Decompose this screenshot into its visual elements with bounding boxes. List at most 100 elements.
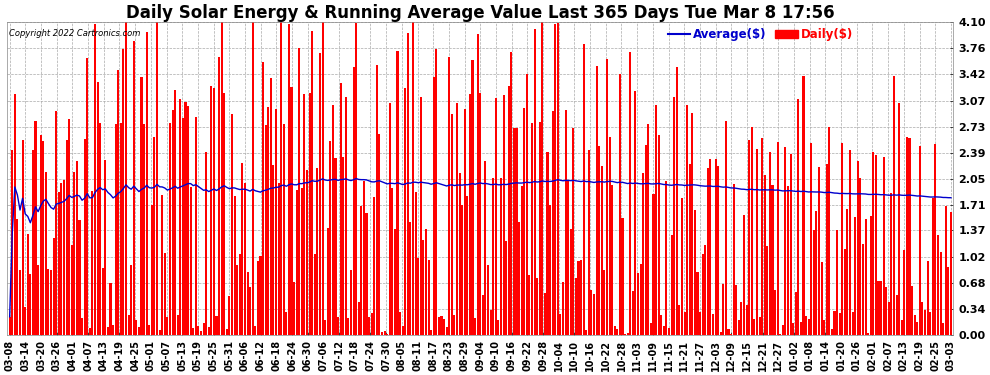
Title: Daily Solar Energy & Running Average Value Last 365 Days Tue Mar 8 17:56: Daily Solar Energy & Running Average Val… xyxy=(126,4,835,22)
Bar xyxy=(490,310,492,335)
Bar xyxy=(176,315,179,335)
Bar xyxy=(242,163,244,335)
Bar xyxy=(823,320,826,335)
Bar xyxy=(182,118,184,335)
Bar xyxy=(169,123,171,335)
Bar xyxy=(518,222,520,335)
Bar xyxy=(190,188,192,335)
Bar xyxy=(728,328,730,335)
Bar xyxy=(112,325,114,335)
Bar xyxy=(741,302,742,335)
Bar xyxy=(373,197,375,335)
Bar xyxy=(383,331,386,335)
Bar xyxy=(343,157,345,335)
Bar xyxy=(818,167,820,335)
Bar xyxy=(849,150,851,335)
Bar xyxy=(800,322,802,335)
Bar xyxy=(869,216,872,335)
Bar xyxy=(689,164,691,335)
Bar xyxy=(247,272,248,335)
Bar xyxy=(683,312,686,335)
Bar xyxy=(556,23,559,335)
Bar xyxy=(803,76,805,335)
Bar xyxy=(466,196,468,335)
Bar xyxy=(425,229,427,335)
Bar xyxy=(270,78,272,335)
Bar xyxy=(479,93,481,335)
Bar xyxy=(441,316,443,335)
Bar xyxy=(529,275,531,335)
Bar xyxy=(537,278,539,335)
Bar xyxy=(275,109,277,335)
Bar xyxy=(458,172,460,335)
Bar xyxy=(647,124,649,335)
Bar xyxy=(231,114,233,335)
Bar xyxy=(696,272,699,335)
Bar xyxy=(643,173,644,335)
Bar xyxy=(347,318,349,335)
Bar xyxy=(203,323,205,335)
Bar xyxy=(797,99,799,335)
Bar xyxy=(376,64,378,335)
Bar xyxy=(893,76,895,335)
Bar xyxy=(208,327,210,335)
Bar xyxy=(218,57,220,335)
Bar xyxy=(91,192,93,335)
Bar xyxy=(516,128,518,335)
Bar xyxy=(223,93,226,335)
Bar xyxy=(748,140,750,335)
Bar xyxy=(317,168,319,335)
Bar xyxy=(174,90,176,335)
Bar xyxy=(86,58,88,335)
Bar xyxy=(327,228,329,335)
Bar xyxy=(290,87,292,335)
Bar xyxy=(63,180,65,335)
Bar xyxy=(73,172,75,335)
Bar xyxy=(50,270,52,335)
Bar xyxy=(497,320,499,335)
Bar xyxy=(136,320,138,335)
Bar xyxy=(187,106,189,335)
Bar xyxy=(474,318,476,335)
Bar xyxy=(450,114,452,335)
Bar xyxy=(256,261,259,335)
Bar xyxy=(742,215,745,335)
Bar xyxy=(125,22,127,335)
Bar xyxy=(534,29,536,335)
Bar xyxy=(691,113,693,335)
Bar xyxy=(492,178,494,335)
Bar xyxy=(681,198,683,335)
Legend: Average($), Daily($): Average($), Daily($) xyxy=(667,28,853,41)
Bar xyxy=(539,122,541,335)
Bar xyxy=(774,290,776,335)
Bar xyxy=(229,296,231,335)
Bar xyxy=(239,255,241,335)
Bar xyxy=(864,219,866,335)
Bar xyxy=(349,270,352,335)
Bar xyxy=(521,186,523,335)
Bar xyxy=(733,184,735,335)
Bar xyxy=(567,180,569,335)
Bar xyxy=(632,291,634,335)
Bar xyxy=(234,196,236,335)
Bar xyxy=(839,313,841,335)
Bar xyxy=(795,292,797,335)
Bar xyxy=(133,41,135,335)
Bar xyxy=(161,195,163,335)
Bar xyxy=(430,330,433,335)
Bar xyxy=(554,24,556,335)
Bar xyxy=(846,209,848,335)
Bar xyxy=(756,149,758,335)
Bar xyxy=(319,54,321,335)
Bar xyxy=(417,258,419,335)
Bar xyxy=(686,105,688,335)
Bar xyxy=(102,268,104,335)
Bar xyxy=(668,327,670,335)
Bar xyxy=(461,205,463,335)
Bar xyxy=(298,48,300,335)
Bar xyxy=(107,327,109,335)
Bar xyxy=(673,98,675,335)
Bar xyxy=(942,322,944,335)
Bar xyxy=(120,123,122,335)
Bar xyxy=(896,295,898,335)
